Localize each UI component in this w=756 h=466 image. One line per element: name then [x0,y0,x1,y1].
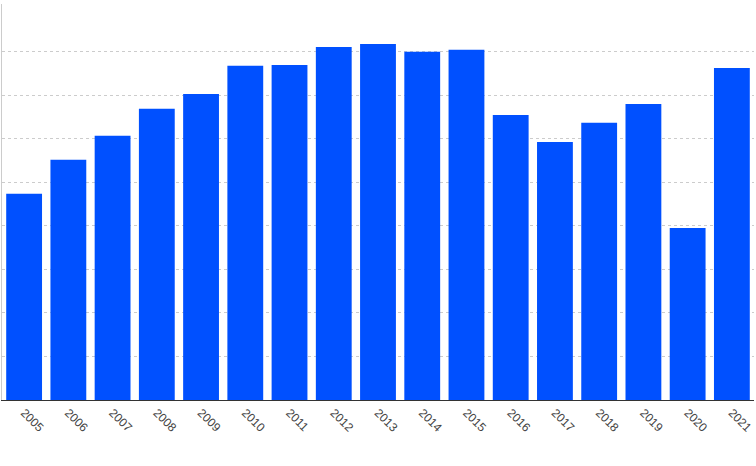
svg-text:2018: 2018 [593,406,622,435]
svg-text:2017: 2017 [549,406,578,435]
svg-text:2005: 2005 [18,406,47,435]
svg-text:2007: 2007 [106,406,135,435]
svg-text:2010: 2010 [239,406,268,435]
svg-text:2014: 2014 [416,406,445,435]
svg-text:2020: 2020 [681,406,710,435]
svg-text:2008: 2008 [150,406,179,435]
svg-text:2011: 2011 [283,406,311,434]
svg-text:2009: 2009 [195,406,224,435]
svg-text:2006: 2006 [62,406,91,435]
svg-text:2021: 2021 [726,406,755,435]
svg-text:2015: 2015 [460,406,489,435]
svg-text:2016: 2016 [504,406,533,435]
svg-text:2019: 2019 [637,406,666,435]
svg-text:2013: 2013 [372,406,401,435]
svg-text:2012: 2012 [327,406,356,435]
